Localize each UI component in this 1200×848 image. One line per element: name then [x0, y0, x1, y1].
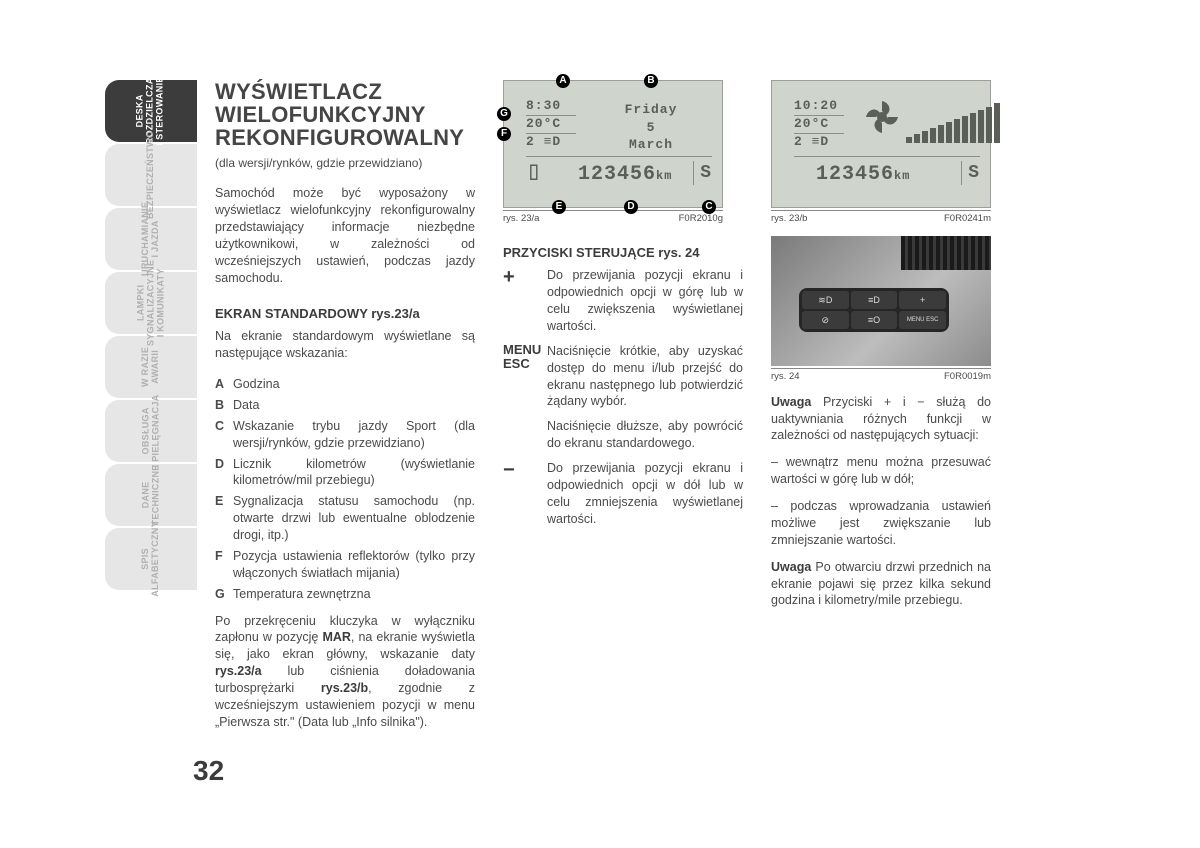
- callout-e: E: [552, 200, 566, 214]
- subtitle: (dla wersji/rynków, gdzie przewidziano): [215, 155, 475, 171]
- def-c: Wskazanie trybu jazdy Sport (dla wersji/…: [233, 418, 475, 452]
- tab-maintenance[interactable]: OBSŁUGA I PIELĘGNACJA: [105, 400, 197, 462]
- figure-24-caption: rys. 24F0R0019m: [771, 368, 991, 384]
- control-menu-esc-long: Naciśnięcie dłuższe, aby powrócić do ekr…: [503, 418, 743, 452]
- btn-foglight-front: ≋D: [802, 291, 849, 309]
- def-d: Licznik kilometrów (wyświetlanie kilomet…: [233, 456, 475, 490]
- def-a: Godzina: [233, 376, 475, 393]
- callout-f: F: [497, 127, 511, 141]
- note-1-item-2: – podczas wprowadzania ustawień możliwe …: [771, 498, 991, 549]
- lcd-b-mode: S: [961, 161, 980, 185]
- lcd-a-date: Friday 5 March: [606, 101, 696, 154]
- switch-panel: ≋D ≡D + ⊘ ≡O MENU ESC: [799, 288, 949, 332]
- btn-lights2: ≡O: [851, 311, 898, 329]
- callout-c: C: [702, 200, 716, 214]
- standard-screen-heading: EKRAN STANDARDOWY rys.23/a: [215, 305, 475, 323]
- lcd-b-time: 10:20: [794, 97, 838, 115]
- after-defs-paragraph: Po przekręceniu kluczyka w wyłączniku za…: [215, 613, 475, 731]
- lcd-display-b: 10:20 20°C 2 ≡D: [771, 80, 991, 208]
- intro-paragraph: Samochód może być wyposażony w wyświetla…: [215, 185, 475, 286]
- lcd-b-headlamp: 2 ≡D: [794, 133, 829, 151]
- indicator-definitions: AGodzina BData CWskazanie trybu jazdy Sp…: [215, 376, 475, 607]
- lcd-a-time: 8:30: [526, 97, 561, 115]
- tab-safety[interactable]: BEZPIECZEŃSTWO: [105, 144, 197, 206]
- figure-23a: A B C D E F G 8:30 20°C 2 ≡D Friday: [503, 80, 723, 208]
- controls-heading: PRZYCISKI STERUJĄCE rys. 24: [503, 244, 743, 262]
- column-left: WYŚWIETLACZ WIELOFUNKCYJNY REKONFIGUROWA…: [215, 80, 475, 780]
- note-2: Uwaga Po otwarciu drzwi przednich na ekr…: [771, 559, 991, 610]
- callout-b: B: [644, 74, 658, 88]
- door-icon: ▯: [526, 155, 542, 190]
- callout-g: G: [497, 107, 511, 121]
- lcd-a-odometer: 123456km: [578, 161, 672, 188]
- lcd-b-temp: 20°C: [794, 115, 829, 133]
- callout-d: D: [624, 200, 638, 214]
- control-plus: + Do przewijania pozycji ekranu i odpowi…: [503, 267, 743, 335]
- lcd-a-headlamp: 2 ≡D: [526, 133, 561, 151]
- lcd-display-a: A B C D E F G 8:30 20°C 2 ≡D Friday: [503, 80, 723, 208]
- figure-23a-caption: rys. 23/aF0R2010g: [503, 210, 723, 226]
- tab-techdata[interactable]: DANE TECHNICZNE: [105, 464, 197, 526]
- figure-23b-caption: rys. 23/bF0R0241m: [771, 210, 991, 226]
- btn-menu-esc: MENU ESC: [899, 311, 946, 329]
- lcd-b-odometer: 123456km: [816, 161, 910, 188]
- btn-lights: ≡D: [851, 291, 898, 309]
- control-minus: − Do przewijania pozycji ekranu i odpowi…: [503, 460, 743, 528]
- figure-24: ≋D ≡D + ⊘ ≡O MENU ESC: [771, 236, 991, 366]
- def-b: Data: [233, 397, 475, 414]
- note-1-item-1: – wewnątrz menu można przesuwać wartości…: [771, 454, 991, 488]
- standard-screen-intro: Na ekranie standardowym wyświetlane są n…: [215, 328, 475, 362]
- lcd-a-mode: S: [693, 161, 712, 185]
- note-1: Uwaga Przyciski + i − służą do uaktywnia…: [771, 394, 991, 445]
- turbo-icon: [864, 99, 900, 141]
- figure-23b: 10:20 20°C 2 ≡D: [771, 80, 991, 208]
- page-content: WYŚWIETLACZ WIELOFUNKCYJNY REKONFIGUROWA…: [197, 80, 1095, 780]
- section-tabs: DESKA ROZDZIELCZA I STEROWANIE BEZPIECZE…: [105, 80, 197, 780]
- tab-index[interactable]: SPIS ALFABETYCZNY: [105, 528, 197, 590]
- switch-panel-photo: ≋D ≡D + ⊘ ≡O MENU ESC: [771, 236, 991, 366]
- lcd-a-temp: 20°C: [526, 115, 561, 133]
- page-number: 32: [193, 752, 224, 790]
- boost-bars: [906, 103, 1000, 143]
- def-e: Sygnalizacja statusu samochodu (np. otwa…: [233, 493, 475, 544]
- manual-page: DESKA ROZDZIELCZA I STEROWANIE BEZPIECZE…: [105, 80, 1095, 780]
- column-right: 10:20 20°C 2 ≡D: [771, 80, 991, 780]
- column-middle: A B C D E F G 8:30 20°C 2 ≡D Friday: [503, 80, 743, 780]
- tab-lamps[interactable]: LAMPKI SYGNALIZACYJNE I KOMUNIKATY: [105, 272, 197, 334]
- vent-icon: [901, 236, 991, 270]
- btn-foglight-rear: ⊘: [802, 311, 849, 329]
- control-menu-esc: MENU ESC Naciśnięcie krótkie, aby uzyska…: [503, 343, 743, 411]
- page-title: WYŚWIETLACZ WIELOFUNKCYJNY REKONFIGUROWA…: [215, 80, 475, 149]
- callout-a: A: [556, 74, 570, 88]
- btn-plus: +: [899, 291, 946, 309]
- def-g: Temperatura zewnętrzna: [233, 586, 475, 603]
- def-f: Pozycja ustawienia reflektorów (tylko pr…: [233, 548, 475, 582]
